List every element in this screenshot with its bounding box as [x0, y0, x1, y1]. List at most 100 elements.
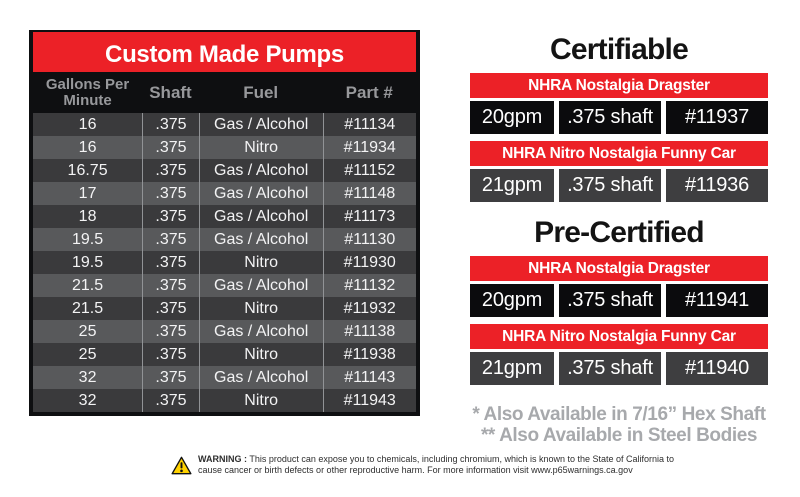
table-row: 17 .375 Gas / Alcohol #11148: [33, 182, 416, 205]
entry-part-cell: #11937: [666, 101, 768, 134]
cell-gallons-per-minute: 21.5: [72, 276, 104, 294]
warning-text: WARNING : This product can expose you to…: [198, 454, 674, 476]
footnote: * Also Available in 7/16” Hex Shaft: [472, 404, 766, 425]
warning-line2: cause cancer or birth defects or other r…: [198, 465, 633, 475]
table-row: 25 .375 Gas / Alcohol #11138: [33, 320, 416, 343]
cell-gallons-per-minute: 17: [78, 184, 97, 202]
cell-part-number: #11152: [322, 159, 416, 182]
table-row: 32 .375 Nitro #11943: [33, 389, 416, 412]
cell-shaft: .375: [142, 343, 199, 366]
entry-part-cell: #11941: [666, 284, 768, 317]
entry-part-cell: #11940: [666, 352, 768, 385]
entry-shaft-cell: .375 shaft: [559, 169, 661, 202]
cell-gallons-per-minute: 21.5: [72, 299, 104, 317]
cell-fuel: Gas / Alcohol: [198, 320, 323, 343]
certification-section: Certifiable NHRA Nostalgia Dragster 20gp…: [470, 30, 768, 202]
table-row: 19.5 .375 Gas / Alcohol #11130: [33, 228, 416, 251]
cell-fuel: Gas / Alcohol: [198, 366, 323, 389]
cell-fuel: Nitro: [198, 297, 323, 320]
cell-shaft: .375: [142, 389, 199, 412]
entry-banner: NHRA Nostalgia Dragster: [470, 73, 768, 98]
table-row: 18 .375 Gas / Alcohol #11173: [33, 205, 416, 228]
warning-line1: This product can expose you to chemicals…: [249, 454, 675, 464]
section-entries: NHRA Nostalgia Dragster 20gpm .375 shaft…: [470, 73, 768, 202]
cell-shaft: .375: [142, 159, 199, 182]
cell-shaft: .375: [142, 182, 199, 205]
entry-gpm-cell: 20gpm: [470, 284, 554, 317]
cell-fuel: Gas / Alcohol: [198, 228, 323, 251]
cell-part-number: #11143: [322, 366, 416, 389]
table-row: 19.5 .375 Nitro #11930: [33, 251, 416, 274]
certification-entry: NHRA Nostalgia Dragster 20gpm .375 shaft…: [470, 256, 768, 317]
cell-shaft: .375: [142, 205, 199, 228]
section-heading: Certifiable: [550, 33, 689, 66]
entry-banner: NHRA Nostalgia Dragster: [470, 256, 768, 281]
cell-part-number: #11932: [322, 297, 416, 320]
table-row: 16 .375 Nitro #11934: [33, 136, 416, 159]
certification-entry: NHRA Nostalgia Dragster 20gpm .375 shaft…: [470, 73, 768, 134]
cell-fuel: Nitro: [198, 251, 323, 274]
table-row: 21.5 .375 Gas / Alcohol #11132: [33, 274, 416, 297]
cell-part-number: #11938: [322, 343, 416, 366]
cell-part-number: #11943: [322, 389, 416, 412]
pump-table-title: Custom Made Pumps: [33, 32, 416, 72]
cell-gallons-per-minute: 25: [78, 322, 97, 340]
cell-fuel: Nitro: [198, 389, 323, 412]
cell-shaft: .375: [142, 320, 199, 343]
column-header-shaft: Shaft: [149, 82, 192, 102]
cell-fuel: Gas / Alcohol: [198, 274, 323, 297]
table-row: 16 .375 Gas / Alcohol #11134: [33, 113, 416, 136]
certification-column: Certifiable NHRA Nostalgia Dragster 20gp…: [470, 30, 768, 446]
table-row: 21.5 .375 Nitro #11932: [33, 297, 416, 320]
cell-gallons-per-minute: 19.5: [72, 230, 104, 248]
cell-fuel: Gas / Alcohol: [198, 205, 323, 228]
entry-shaft-cell: .375 shaft: [559, 284, 661, 317]
entry-gpm-cell: 20gpm: [470, 101, 554, 134]
cell-shaft: .375: [142, 297, 199, 320]
cell-gallons-per-minute: 16: [78, 115, 97, 133]
entry-values-row: 20gpm .375 shaft #11937: [470, 101, 768, 134]
cell-fuel: Gas / Alcohol: [198, 159, 323, 182]
cell-fuel: Gas / Alcohol: [198, 182, 323, 205]
cell-shaft: .375: [142, 251, 199, 274]
table-row: 32 .375 Gas / Alcohol #11143: [33, 366, 416, 389]
cell-gallons-per-minute: 25: [78, 345, 97, 363]
cell-gallons-per-minute: 19.5: [72, 253, 104, 271]
pump-table-header-row: Gallons Per Minute Shaft Fuel Part #: [33, 72, 416, 113]
cell-part-number: #11934: [322, 136, 416, 159]
footnotes: * Also Available in 7/16” Hex Shaft ** Al…: [472, 404, 766, 446]
cell-gallons-per-minute: 32: [78, 368, 97, 386]
cell-gallons-per-minute: 32: [78, 391, 97, 409]
entry-gpm-cell: 21gpm: [470, 352, 554, 385]
entry-values-row: 21gpm .375 shaft #11940: [470, 352, 768, 385]
footnote: ** Also Available in Steel Bodies: [480, 425, 758, 446]
cell-shaft: .375: [142, 113, 199, 136]
cell-part-number: #11138: [322, 320, 416, 343]
warning-label: WARNING :: [198, 454, 247, 464]
cell-shaft: .375: [142, 228, 199, 251]
cell-part-number: #11173: [322, 205, 416, 228]
cell-fuel: Nitro: [198, 343, 323, 366]
entry-shaft-cell: .375 shaft: [559, 101, 661, 134]
warning-triangle-icon: [171, 456, 192, 475]
entry-banner: NHRA Nitro Nostalgia Funny Car: [470, 141, 768, 166]
section-heading: Pre-Certified: [534, 216, 704, 249]
table-row: 25 .375 Nitro #11938: [33, 343, 416, 366]
cell-shaft: .375: [142, 366, 199, 389]
column-header-fuel: Fuel: [243, 82, 279, 102]
entry-values-row: 21gpm .375 shaft #11936: [470, 169, 768, 202]
table-row: 16.75 .375 Gas / Alcohol #11152: [33, 159, 416, 182]
column-header-gallons-per-minute: Gallons Per Minute: [45, 75, 130, 109]
cell-part-number: #11132: [322, 274, 416, 297]
cell-fuel: Gas / Alcohol: [198, 113, 323, 136]
cell-gallons-per-minute: 16: [78, 138, 97, 156]
cell-gallons-per-minute: 18: [78, 207, 97, 225]
cell-part-number: #11148: [322, 182, 416, 205]
cell-shaft: .375: [142, 136, 199, 159]
pump-table-body: 16 .375 Gas / Alcohol #11134 16 .375 Nit…: [33, 113, 416, 412]
cell-part-number: #11930: [322, 251, 416, 274]
cell-gallons-per-minute: 16.75: [67, 161, 108, 179]
section-entries: NHRA Nostalgia Dragster 20gpm .375 shaft…: [470, 256, 768, 385]
cell-shaft: .375: [142, 274, 199, 297]
